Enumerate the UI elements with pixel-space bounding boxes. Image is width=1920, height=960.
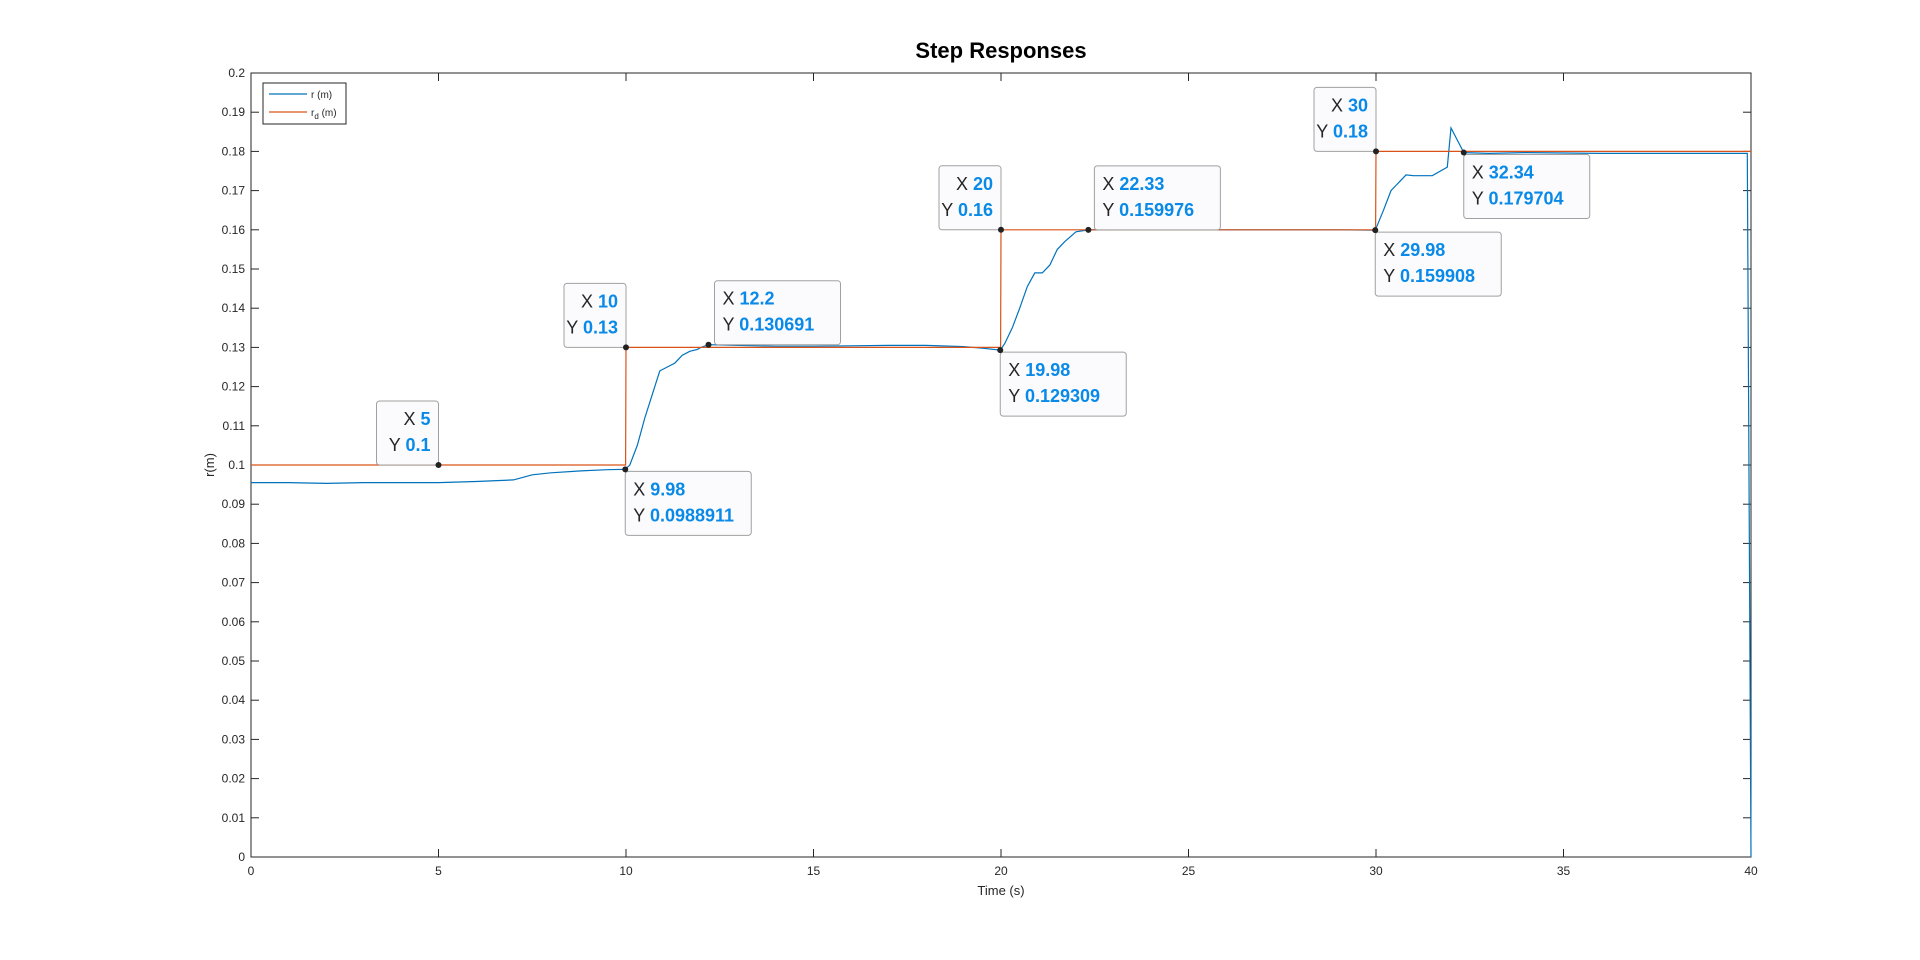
datatip-box[interactable]: [714, 280, 841, 346]
datatip-box[interactable]: [1093, 165, 1221, 231]
y-tick-label: 0.1: [228, 458, 245, 472]
legend-label: rd (m): [311, 108, 337, 121]
datatip-text: Y 0.0988911: [633, 505, 734, 525]
y-tick-label: 0.07: [222, 576, 246, 590]
y-tick-label: 0.08: [222, 536, 246, 550]
chart-title: Step Responses: [915, 38, 1087, 63]
datatip-marker[interactable]: [623, 344, 629, 351]
datatip-box[interactable]: [624, 470, 752, 536]
y-tick-label: 0.15: [222, 262, 246, 276]
datatip-box[interactable]: [376, 400, 439, 466]
x-tick-label: 5: [435, 864, 442, 878]
datatip-text: X 9.98: [633, 479, 685, 499]
x-tick-label: 15: [807, 864, 821, 878]
y-tick-label: 0: [238, 850, 245, 864]
y-tick-label: 0.16: [222, 223, 246, 237]
datatip-marker[interactable]: [705, 341, 712, 348]
x-tick-label: 0: [248, 864, 255, 878]
datatip-marker[interactable]: [998, 226, 1004, 233]
y-tick-label: 0.14: [222, 301, 246, 315]
y-tick-label: 0.02: [222, 772, 246, 786]
y-tick-label: 0.19: [222, 105, 246, 119]
datatip-text: Y 0.159976: [1102, 200, 1194, 220]
y-axis-label: r(m): [202, 453, 217, 477]
datatip-box[interactable]: [1313, 86, 1377, 152]
datatip-text: Y 0.13: [566, 317, 618, 337]
y-tick-label: 0.12: [222, 380, 246, 394]
datatip-box[interactable]: [938, 165, 1002, 231]
datatip-text: X 32.34: [1472, 163, 1534, 183]
y-tick-label: 0.18: [222, 144, 246, 158]
y-tick-label: 0.09: [222, 497, 246, 511]
y-tick-label: 0.2: [228, 66, 245, 80]
y-tick-label: 0.05: [222, 654, 246, 668]
series-line-r: [251, 125, 1752, 858]
x-tick-label: 35: [1557, 864, 1571, 878]
datatip-text: Y 0.16: [941, 200, 993, 220]
datatip-marker[interactable]: [1373, 148, 1379, 155]
datatip-marker[interactable]: [622, 466, 629, 473]
datatip-marker[interactable]: [1372, 227, 1379, 234]
y-tick-label: 0.11: [223, 419, 246, 433]
datatip-marker[interactable]: [435, 462, 442, 468]
datatip-text: Y 0.179704: [1472, 189, 1564, 209]
datatip-marker[interactable]: [1085, 226, 1092, 233]
y-tick-label: 0.03: [222, 732, 246, 746]
datatip-box[interactable]: [999, 351, 1127, 417]
x-tick-label: 25: [1182, 864, 1196, 878]
y-tick-label: 0.04: [222, 693, 246, 707]
y-tick-label: 0.17: [222, 184, 246, 198]
x-tick-label: 40: [1744, 864, 1758, 878]
datatip-text: X 5: [403, 409, 430, 429]
datatip-marker[interactable]: [997, 347, 1004, 354]
datatip-text: X 29.98: [1383, 240, 1445, 260]
datatip-text: Y 0.18: [1316, 121, 1368, 141]
datatip-text: X 12.2: [723, 289, 775, 309]
y-tick-label: 0.01: [222, 811, 246, 825]
x-tick-label: 30: [1369, 864, 1383, 878]
series-line-rd: [251, 150, 1751, 466]
datatip-text: X 19.98: [1008, 360, 1070, 380]
x-tick-label: 20: [994, 864, 1008, 878]
datatip-text: Y 0.1: [389, 435, 431, 455]
datatip-box[interactable]: [563, 282, 627, 348]
datatip-text: Y 0.130691: [723, 315, 815, 335]
datatip-box[interactable]: [1374, 231, 1502, 297]
datatip-text: X 10: [581, 291, 618, 311]
y-tick-label: 0.06: [222, 615, 246, 629]
datatip-box[interactable]: [1463, 154, 1591, 220]
x-tick-label: 10: [619, 864, 633, 878]
datatip-text: Y 0.159908: [1383, 266, 1475, 286]
datatip-text: X 20: [956, 174, 993, 194]
legend-label: r (m): [311, 90, 332, 101]
datatip-text: X 30: [1331, 95, 1368, 115]
datatip-text: Y 0.129309: [1008, 386, 1100, 406]
x-axis-label: Time (s): [977, 883, 1024, 898]
datatip-marker[interactable]: [1460, 149, 1467, 156]
datatip-text: X 22.33: [1102, 174, 1164, 194]
y-tick-label: 0.13: [222, 340, 246, 354]
legend-box: [262, 82, 347, 125]
